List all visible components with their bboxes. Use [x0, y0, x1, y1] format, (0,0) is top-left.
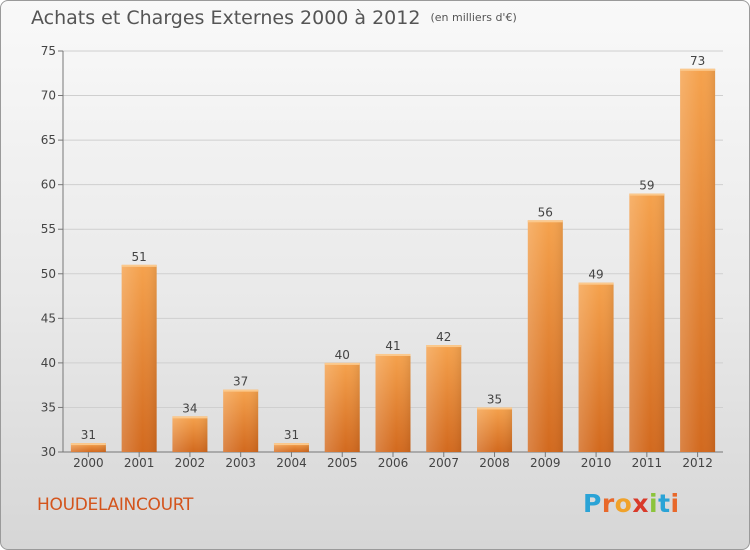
x-tick-label: 2003 [225, 456, 256, 470]
y-tick-label: 40 [41, 356, 56, 370]
bar-shine [477, 407, 513, 452]
bar-shine [375, 353, 411, 452]
bar-top-edge [172, 416, 208, 419]
logo-letter: t [658, 489, 671, 518]
x-tick-label: 2001 [124, 456, 155, 470]
bar-shine [70, 443, 106, 452]
logo-letter: o [614, 489, 633, 518]
chart-title-text: Achats et Charges Externes 2000 à 2012 [31, 7, 421, 29]
bar-shine [578, 282, 614, 452]
data-label: 31 [284, 428, 299, 442]
bar-shine [629, 193, 665, 453]
y-tick-label: 35 [41, 400, 56, 414]
bar-shine [324, 362, 360, 452]
data-label: 40 [335, 348, 350, 362]
x-tick-label: 2008 [479, 456, 510, 470]
logo-letter: i [649, 489, 659, 518]
logo-letter: x [632, 489, 649, 518]
x-tick-label: 2004 [276, 456, 307, 470]
bar-top-edge [273, 443, 309, 446]
x-tick-label: 2007 [428, 456, 459, 470]
data-label: 51 [132, 250, 147, 264]
bar-top-edge [375, 353, 411, 356]
data-label: 34 [182, 401, 197, 415]
bar-shine [223, 389, 259, 452]
bar-top-edge [70, 443, 106, 446]
x-tick-label: 2012 [682, 456, 713, 470]
bar-top-edge [629, 193, 665, 196]
y-tick-label: 30 [41, 445, 56, 459]
data-label: 41 [385, 339, 400, 353]
y-tick-label: 50 [41, 267, 56, 281]
y-tick-label: 45 [41, 311, 56, 325]
y-tick-label: 70 [41, 89, 56, 103]
commune-name: HOUDELAINCOURT [37, 495, 194, 515]
bar-top-edge [477, 407, 513, 410]
x-tick-label: 2009 [530, 456, 561, 470]
logo-letter: P [583, 489, 602, 518]
x-tick-label: 2010 [581, 456, 612, 470]
y-tick-label: 65 [41, 133, 56, 147]
y-tick-label: 75 [41, 44, 56, 58]
bar-shine [680, 68, 716, 453]
data-label: 56 [538, 205, 553, 219]
labels: 30 35 40 45 50 55 60 65 70 75 2000 31 2001 51 2002 34 20… [41, 44, 713, 470]
data-label: 35 [487, 392, 502, 406]
bar-shine [426, 345, 462, 452]
chart-unit-label: (en milliers d'€) [430, 11, 517, 24]
data-label: 73 [690, 54, 705, 68]
bar-top-edge [324, 362, 360, 365]
bar-top-edge [121, 264, 157, 267]
bar-shine [121, 264, 157, 452]
bar-top-edge [680, 68, 716, 71]
bar-shine [527, 220, 563, 452]
bar-top-edge [223, 389, 259, 392]
x-tick-label: 2011 [632, 456, 663, 470]
data-label: 42 [436, 330, 451, 344]
chart-title: Achats et Charges Externes 2000 à 2012 (e… [31, 7, 517, 29]
y-tick-label: 55 [41, 222, 56, 236]
x-tick-label: 2005 [327, 456, 358, 470]
x-tick-label: 2002 [175, 456, 206, 470]
logo-letter: i [670, 489, 680, 518]
x-tick-label: 2006 [378, 456, 409, 470]
bar-top-edge [578, 282, 614, 285]
bar-shine [273, 443, 309, 452]
data-label: 37 [233, 375, 248, 389]
bar-top-edge [426, 345, 462, 348]
x-tick-label: 2000 [73, 456, 104, 470]
bar-top-edge [527, 220, 563, 223]
y-tick-label: 60 [41, 178, 56, 192]
data-label: 31 [81, 428, 96, 442]
data-label: 49 [588, 268, 603, 282]
data-label: 59 [639, 179, 654, 193]
logo-letter: r [601, 489, 615, 518]
bar-shine [172, 416, 208, 452]
bars [70, 68, 716, 453]
proxiti-logo: Proxiti [583, 489, 680, 518]
